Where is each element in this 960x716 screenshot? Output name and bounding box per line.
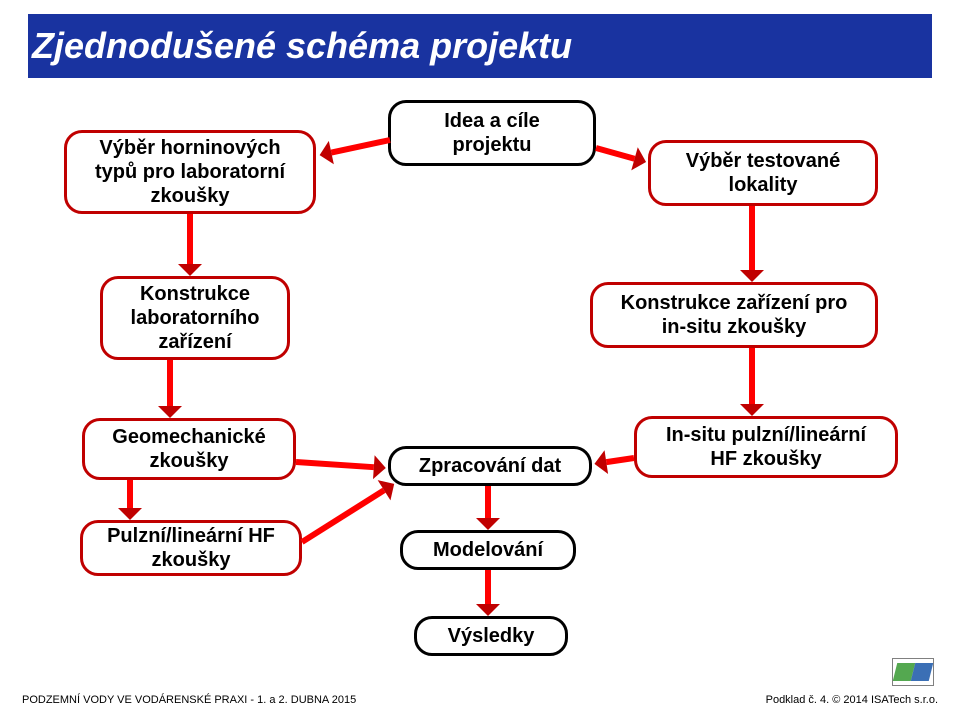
- logo-half-right: [911, 663, 933, 681]
- box-b_insitu: Konstrukce zařízení proin-situ zkoušky: [590, 282, 878, 348]
- arrow-shaft: [749, 348, 755, 404]
- arrow-head: [476, 518, 500, 530]
- arrow-shaft: [300, 488, 385, 545]
- box-label-b_pulz: Pulzní/lineární HFzkoušky: [107, 524, 275, 572]
- box-label-b_idea: Idea a cíleprojektu: [444, 109, 540, 157]
- box-b_zprac: Zpracování dat: [388, 446, 592, 486]
- box-b_model: Modelování: [400, 530, 576, 570]
- arrow-shaft: [485, 486, 491, 518]
- arrow-hfinsitu-to-zprac: [594, 458, 634, 464]
- title-text: Zjednodušené schéma projektu: [32, 25, 572, 67]
- box-b_hfinsitu: In-situ pulzní/lineárníHF zkoušky: [634, 416, 898, 478]
- box-label-b_lab: Konstrukcelaboratorníhozařízení: [131, 282, 260, 354]
- arrow-head: [740, 270, 764, 282]
- box-b_idea: Idea a cíleprojektu: [388, 100, 596, 166]
- arrow-shaft: [485, 570, 491, 604]
- stage: Zjednodušené schéma projektu Idea a cíle…: [0, 0, 960, 716]
- box-label-b_insitu: Konstrukce zařízení proin-situ zkoušky: [621, 291, 848, 339]
- box-label-b_hfinsitu: In-situ pulzní/lineárníHF zkoušky: [666, 423, 866, 471]
- logo: [892, 658, 934, 686]
- box-b_lab: Konstrukcelaboratorníhozařízení: [100, 276, 290, 360]
- arrow-shaft: [127, 480, 133, 508]
- arrow-head: [592, 450, 607, 476]
- box-label-b_hornin: Výběr horninovýchtypů pro laboratornízko…: [95, 136, 285, 208]
- box-b_hornin: Výběr horninovýchtypů pro laboratornízko…: [64, 130, 316, 214]
- arrow-shaft: [187, 214, 193, 264]
- arrow-head: [740, 404, 764, 416]
- arrow-shaft: [605, 455, 634, 465]
- arrow-shaft: [595, 145, 635, 162]
- arrow-shaft: [749, 206, 755, 270]
- box-b_lokality: Výběr testovanélokality: [648, 140, 878, 206]
- arrow-shaft: [331, 137, 391, 155]
- box-label-b_vysl: Výsledky: [448, 624, 535, 648]
- arrow-geo-to-zprac: [296, 462, 386, 468]
- box-b_vysl: Výsledky: [414, 616, 568, 656]
- arrow-pulz-to-zprac: [302, 484, 394, 542]
- box-label-b_geo: Geomechanickézkoušky: [112, 425, 265, 473]
- footer-right: Podklad č. 4. © 2014 ISATech s.r.o.: [766, 694, 938, 706]
- box-label-b_zprac: Zpracování dat: [419, 454, 561, 478]
- title-bar: Zjednodušené schéma projektu: [28, 14, 932, 78]
- arrow-head: [476, 604, 500, 616]
- arrow-idea-to-lokality: [596, 148, 646, 162]
- box-label-b_model: Modelování: [433, 538, 543, 562]
- arrow-head: [631, 147, 649, 173]
- arrow-head: [158, 406, 182, 418]
- arrow-head: [317, 141, 334, 167]
- arrow-shaft: [296, 459, 374, 470]
- arrow-head: [118, 508, 142, 520]
- footer-left: PODZEMNÍ VODY VE VODÁRENSKÉ PRAXI - 1. a…: [22, 694, 356, 706]
- box-label-b_lokality: Výběr testovanélokality: [686, 149, 841, 197]
- box-b_geo: Geomechanickézkoušky: [82, 418, 296, 480]
- arrow-idea-to-hornin: [320, 140, 390, 155]
- box-b_pulz: Pulzní/lineární HFzkoušky: [80, 520, 302, 576]
- arrow-head: [178, 264, 202, 276]
- arrow-shaft: [167, 360, 173, 406]
